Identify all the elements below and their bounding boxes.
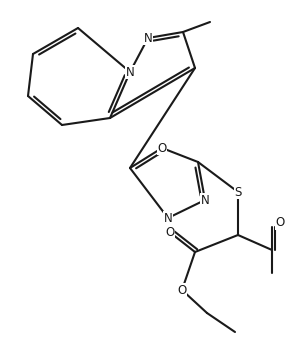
Text: N: N bbox=[144, 31, 152, 44]
Text: O: O bbox=[165, 225, 175, 238]
Text: S: S bbox=[234, 186, 242, 198]
Text: O: O bbox=[275, 217, 285, 229]
Text: O: O bbox=[157, 142, 167, 154]
Text: O: O bbox=[177, 283, 187, 297]
Text: N: N bbox=[164, 211, 173, 224]
Text: N: N bbox=[126, 65, 134, 78]
Text: N: N bbox=[201, 193, 209, 207]
